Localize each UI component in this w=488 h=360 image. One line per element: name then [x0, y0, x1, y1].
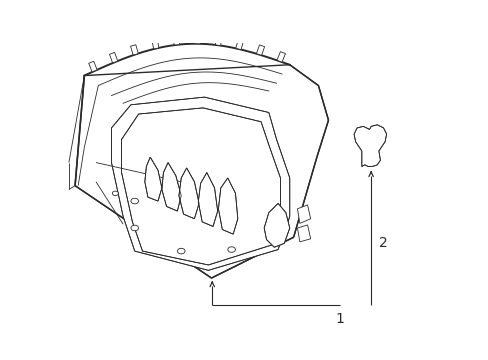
Polygon shape — [218, 178, 237, 234]
Polygon shape — [256, 45, 264, 55]
Polygon shape — [152, 39, 159, 49]
Polygon shape — [297, 205, 310, 223]
Polygon shape — [353, 125, 386, 166]
Polygon shape — [276, 51, 285, 62]
Polygon shape — [235, 39, 243, 50]
Polygon shape — [88, 61, 97, 72]
Polygon shape — [264, 203, 289, 247]
Polygon shape — [297, 225, 310, 242]
Polygon shape — [194, 34, 200, 44]
Polygon shape — [198, 172, 217, 226]
Polygon shape — [144, 157, 162, 201]
Text: 1: 1 — [335, 312, 344, 326]
Polygon shape — [111, 97, 289, 270]
Polygon shape — [173, 35, 179, 45]
Circle shape — [131, 225, 138, 231]
Circle shape — [177, 248, 184, 254]
Polygon shape — [130, 45, 138, 55]
Polygon shape — [122, 108, 280, 265]
Circle shape — [131, 198, 138, 204]
Circle shape — [227, 247, 235, 252]
Polygon shape — [215, 36, 222, 46]
Polygon shape — [109, 53, 118, 63]
Polygon shape — [75, 65, 328, 278]
Text: 2: 2 — [378, 237, 386, 251]
Circle shape — [112, 191, 118, 195]
Polygon shape — [162, 163, 181, 211]
Polygon shape — [179, 168, 199, 219]
